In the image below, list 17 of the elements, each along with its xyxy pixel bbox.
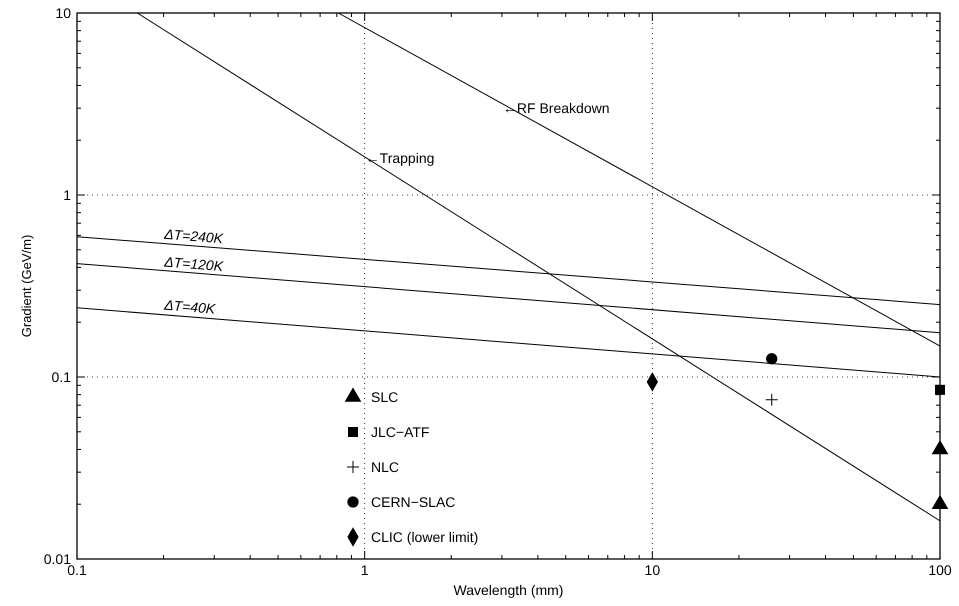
x-tick-label: 1	[360, 562, 369, 578]
x-tick-label: 100	[928, 562, 952, 578]
annotation: ΔT=240K	[162, 226, 224, 246]
annotation: ΔT=120K	[162, 253, 224, 274]
y-axis-title: Gradient (GeV/m)	[19, 234, 34, 338]
y-tick-label: 10	[55, 4, 72, 21]
annotation: ←Trapping	[366, 150, 434, 166]
annotation: ΔT=40K	[162, 296, 217, 317]
legend-label: JLC−ATF	[371, 424, 430, 440]
x-tick-label: 10	[644, 562, 660, 578]
legend-label: CLIC (lower limit)	[371, 528, 478, 545]
x-axis-title: Wavelength (mm)	[454, 582, 564, 598]
y-tick-label: 0.1	[52, 368, 72, 385]
legend-label: NLC	[371, 458, 400, 475]
legend-label: CERN−SLAC	[371, 494, 456, 510]
legend-label: SLC	[371, 388, 398, 405]
y-tick-label: 1	[63, 186, 72, 203]
